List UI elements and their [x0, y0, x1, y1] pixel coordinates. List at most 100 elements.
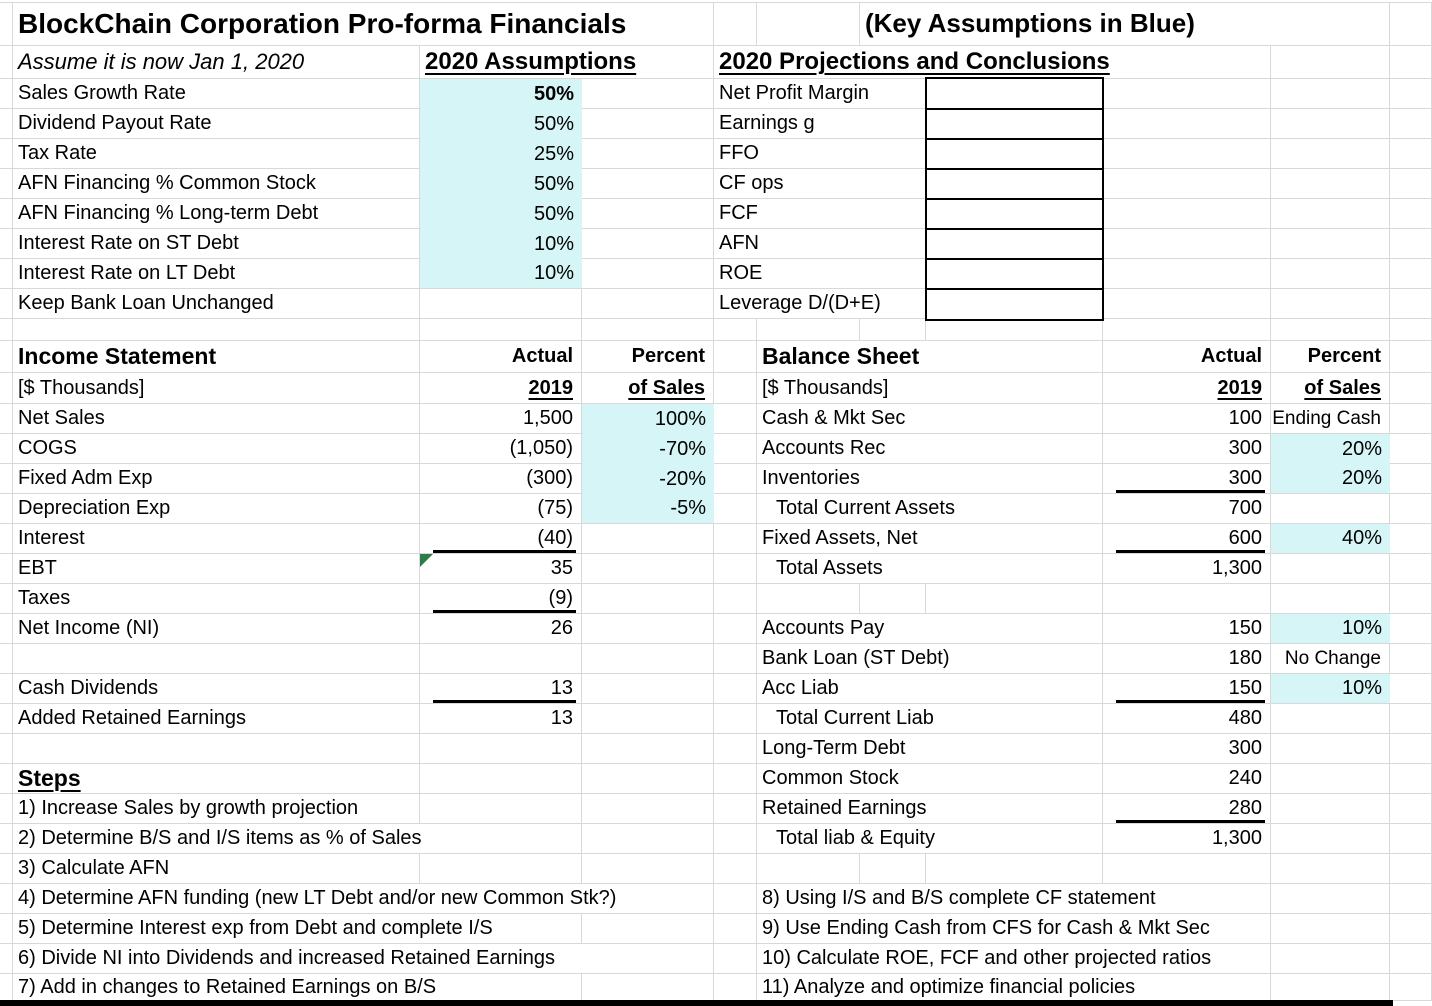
cell-r26c9[interactable] — [1271, 764, 1390, 794]
cell-r15c0[interactable] — [0, 434, 13, 464]
cell-r14c1-net-sales[interactable]: Net Sales — [13, 404, 420, 434]
cell-r4c10[interactable] — [1390, 109, 1432, 139]
cell-r24c3[interactable] — [582, 704, 714, 734]
cell-r9c8[interactable] — [1103, 259, 1271, 289]
cell-r17c9[interactable] — [1271, 494, 1390, 524]
cell-r5c9[interactable] — [1271, 139, 1390, 169]
cell-r22c5-bank-loan-st-debt[interactable]: Bank Loan (ST Debt) — [757, 644, 1103, 674]
cell-r13c2-2019[interactable]: 2019 — [420, 373, 582, 404]
value-interest-lt-debt[interactable]: 10% — [420, 259, 582, 289]
cell-r14c4[interactable] — [714, 404, 757, 434]
cell-r21c8-150[interactable]: 150 — [1103, 614, 1271, 644]
cell-r7c4-fcf[interactable]: FCF — [714, 199, 926, 229]
cell-r21c2-26[interactable]: 26 — [420, 614, 582, 644]
cell-r29c7[interactable] — [926, 854, 1103, 884]
cell-r11c9[interactable] — [1271, 319, 1390, 341]
cell-r18c9-40[interactable]: 40% — [1271, 524, 1390, 554]
cell-r23c1-cash-dividends[interactable]: Cash Dividends — [13, 674, 420, 704]
cell-r4c0[interactable] — [0, 109, 13, 139]
cell-r18c0[interactable] — [0, 524, 13, 554]
cell-r24c1-added-retained-earnings[interactable]: Added Retained Earnings — [13, 704, 420, 734]
cell-r33c0[interactable] — [0, 974, 13, 1001]
cell-r10c4-leverage-d-d-e[interactable]: Leverage D/(D+E) — [714, 289, 926, 319]
cell-r26c2[interactable] — [420, 764, 582, 794]
cell-r14c0[interactable] — [0, 404, 13, 434]
cell-r19c10[interactable] — [1390, 554, 1432, 584]
cell-r31c4[interactable] — [714, 914, 757, 944]
cell-r33c10[interactable] — [1390, 974, 1432, 1001]
cell-r8c3[interactable] — [582, 229, 714, 259]
cell-r24c4[interactable] — [714, 704, 757, 734]
cell-r14c3-100[interactable]: 100% — [582, 404, 714, 434]
cell-r3c3[interactable] — [582, 79, 714, 109]
cell-r25c3[interactable] — [582, 734, 714, 764]
cell-r25c9[interactable] — [1271, 734, 1390, 764]
input-leverage[interactable] — [926, 289, 1103, 319]
cell-r10c10[interactable] — [1390, 289, 1432, 319]
cell-r22c2[interactable] — [420, 644, 582, 674]
cell-r2c10[interactable] — [1390, 46, 1432, 79]
cell-r28c3[interactable] — [582, 824, 714, 854]
cell-r1c4[interactable] — [714, 2, 757, 46]
cell-r17c2-75[interactable]: (75) — [420, 494, 582, 524]
cell-r33c5-11-analyze-and-optimize-financial-policies[interactable]: 11) Analyze and optimize financial polic… — [757, 974, 1271, 1001]
cell-r19c9[interactable] — [1271, 554, 1390, 584]
cell-r22c10[interactable] — [1390, 644, 1432, 674]
cell-r31c5-9-use-ending-cash-from-cfs-for-cash-mkt-sec[interactable]: 9) Use Ending Cash from CFS for Cash & M… — [757, 914, 1271, 944]
cell-r7c10[interactable] — [1390, 199, 1432, 229]
cell-r5c8[interactable] — [1103, 139, 1271, 169]
cell-r7c3[interactable] — [582, 199, 714, 229]
cell-r1c10[interactable] — [1390, 2, 1432, 46]
cell-r18c1-interest[interactable]: Interest — [13, 524, 420, 554]
cell-r21c5-accounts-pay[interactable]: Accounts Pay — [757, 614, 1103, 644]
cell-r23c0[interactable] — [0, 674, 13, 704]
cell-r26c10[interactable] — [1390, 764, 1432, 794]
cell-r29c0[interactable] — [0, 854, 13, 884]
cell-r14c5-cash-mkt-sec[interactable]: Cash & Mkt Sec — [757, 404, 1103, 434]
cell-r32c1-6-divide-ni-into-dividends-and-increased-retained-earnings[interactable]: 6) Divide NI into Dividends and increase… — [13, 944, 714, 974]
cell-r26c0[interactable] — [0, 764, 13, 794]
cell-r20c3[interactable] — [582, 584, 714, 614]
cell-r33c3[interactable] — [582, 974, 714, 1001]
cell-r32c9[interactable] — [1271, 944, 1390, 974]
cell-r8c1-interest-rate-on-st-debt[interactable]: Interest Rate on ST Debt — [13, 229, 420, 259]
cell-r9c10[interactable] — [1390, 259, 1432, 289]
cell-r11c2[interactable] — [420, 319, 582, 341]
cell-r8c4-afn[interactable]: AFN — [714, 229, 926, 259]
cell-r17c0[interactable] — [0, 494, 13, 524]
cell-r10c8[interactable] — [1103, 289, 1271, 319]
cell-r4c4-earnings-g[interactable]: Earnings g — [714, 109, 926, 139]
cell-r29c5[interactable] — [757, 854, 860, 884]
cell-r4c3[interactable] — [582, 109, 714, 139]
cell-r24c5-total-current-liab[interactable]: Total Current Liab — [757, 704, 1103, 734]
cell-r18c4[interactable] — [714, 524, 757, 554]
cell-r15c8-300[interactable]: 300 — [1103, 434, 1271, 464]
cell-r11c10[interactable] — [1390, 319, 1432, 341]
cell-r22c8-180[interactable]: 180 — [1103, 644, 1271, 674]
cell-r17c1-depreciation-exp[interactable]: Depreciation Exp — [13, 494, 420, 524]
cell-r29c3[interactable] — [582, 854, 714, 884]
cell-r33c4[interactable] — [714, 974, 757, 1001]
cell-r11c1[interactable] — [13, 319, 420, 341]
cell-r12c3-percent[interactable]: Percent — [582, 341, 714, 373]
cell-r29c2[interactable] — [420, 854, 582, 884]
cell-r20c5[interactable] — [757, 584, 860, 614]
cell-r17c8-700[interactable]: 700 — [1103, 494, 1271, 524]
cell-r19c4[interactable] — [714, 554, 757, 584]
cell-r12c4[interactable] — [714, 341, 757, 373]
cell-r10c1-keep-bank-loan-unchanged[interactable]: Keep Bank Loan Unchanged — [13, 289, 420, 319]
cell-r18c8-600[interactable]: 600 — [1103, 524, 1271, 554]
cell-r28c4[interactable] — [714, 824, 757, 854]
cell-r8c10[interactable] — [1390, 229, 1432, 259]
cell-r19c1-ebt[interactable]: EBT — [13, 554, 420, 584]
cell-r15c9-20[interactable]: 20% — [1271, 434, 1390, 464]
cell-r31c1-5-determine-interest-exp-from-debt-and-complete-i-s[interactable]: 5) Determine Interest exp from Debt and … — [13, 914, 582, 944]
cell-r16c10[interactable] — [1390, 464, 1432, 494]
cell-r23c5-acc-liab[interactable]: Acc Liab — [757, 674, 1103, 704]
cell-r20c6[interactable] — [860, 584, 926, 614]
cell-r13c1-thousands[interactable]: [$ Thousands] — [13, 373, 420, 404]
cell-r28c10[interactable] — [1390, 824, 1432, 854]
cell-r30c10[interactable] — [1390, 884, 1432, 914]
cell-r20c8[interactable] — [1103, 584, 1271, 614]
cell-r3c10[interactable] — [1390, 79, 1432, 109]
